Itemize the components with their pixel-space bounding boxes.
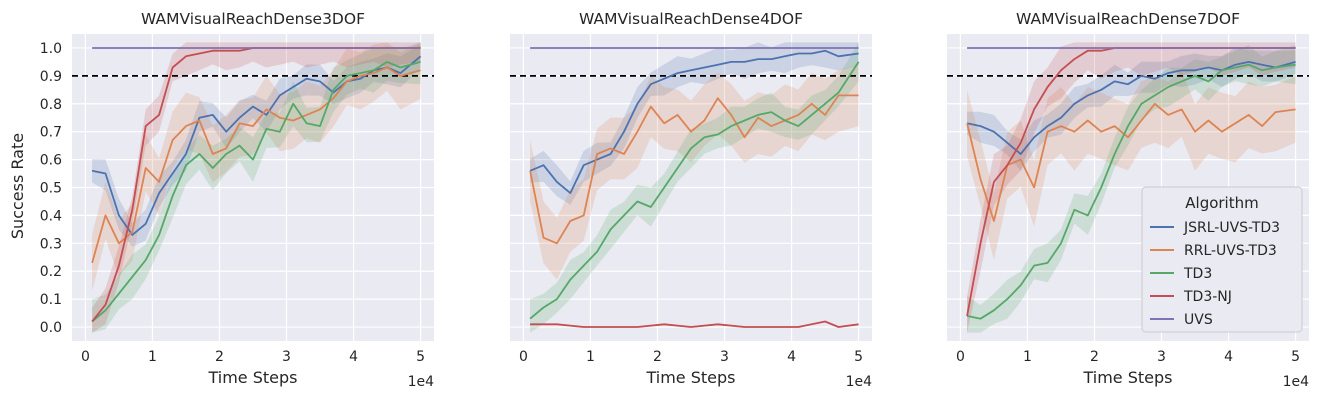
- x-axis-label: Time Steps: [1082, 368, 1172, 387]
- tick-labels: 0 1 2 3 4 5: [956, 349, 1300, 365]
- series-line-jsrl-uvs-td3: [91, 55, 422, 236]
- y-tick-label: 0.2: [40, 264, 62, 280]
- x-tick-label: 0: [956, 349, 965, 365]
- legend-entry-td3-nj: TD3-NJ: [1183, 289, 1232, 305]
- x-tick-label: 1: [1023, 349, 1032, 365]
- legend-entry-rrl-uvs-td3: RRL-UVS-TD3: [1184, 243, 1277, 259]
- series-line-td3: [529, 61, 860, 320]
- series-line-jsrl-uvs-td3: [966, 61, 1296, 155]
- series-lines: [510, 47, 872, 328]
- x-scale-label: 1e4: [408, 374, 435, 390]
- x-tick-label: 2: [215, 349, 224, 365]
- y-axis-label: Success Rate: [8, 133, 27, 239]
- y-tick-label: 1.0: [40, 41, 62, 57]
- band-td3-nj: [967, 42, 1296, 333]
- x-axis-label: Time Steps: [645, 368, 735, 387]
- series-lines: [72, 47, 434, 323]
- y-tick-label: 0.0: [40, 320, 62, 336]
- x-tick-label: 5: [854, 349, 863, 365]
- legend-entry-jsrl-uvs-td3: JSRL-UVS-TD3: [1183, 220, 1280, 236]
- chart-panel-7dof: 0 1 2 3 4 5 WAMVisualReachDense7DOF Time Step…: [947, 10, 1309, 390]
- chart-panel-4dof: 0 1 2 3 4 5 WAMVisualReachDense4DOF Time Step…: [510, 10, 872, 390]
- x-tick-label: 3: [1157, 349, 1166, 365]
- series-line-td3-nj: [530, 320, 859, 328]
- band-rrl-uvs-td3: [92, 42, 421, 292]
- series-line-td3: [966, 63, 1296, 320]
- band-rrl-uvs-td3: [967, 70, 1296, 261]
- x-tick-label: 4: [1224, 349, 1233, 365]
- x-tick-label: 4: [349, 349, 358, 365]
- series-line-rrl-uvs-td3: [529, 94, 859, 245]
- x-tick-label: 2: [1090, 349, 1099, 365]
- y-tick-label: 0.8: [40, 97, 62, 113]
- x-tick-label: 3: [720, 349, 729, 365]
- legend: Algorithm JSRL-UVS-TD3 RRL-UVS-TD3 TD3 TD3-N…: [1141, 186, 1303, 333]
- x-scale-label: 1e4: [1283, 374, 1310, 390]
- chart-title: WAMVisualReachDense7DOF: [1016, 10, 1240, 28]
- y-tick-label: 0.9: [40, 69, 62, 85]
- y-tick-label: 0.6: [40, 153, 62, 169]
- confidence-bands: [92, 42, 421, 333]
- band-jsrl-uvs-td3: [92, 44, 421, 247]
- x-tick-label: 3: [282, 349, 291, 365]
- band-td3: [92, 42, 421, 333]
- tick-labels: 0 1 2 3 4 5: [519, 349, 863, 365]
- x-scale-label: 1e4: [846, 374, 873, 390]
- legend-entry-td3: TD3: [1183, 266, 1212, 282]
- y-tick-label: 0.4: [40, 208, 62, 224]
- chart-title: WAMVisualReachDense4DOF: [579, 10, 803, 28]
- x-tick-label: 0: [519, 349, 528, 365]
- series-line-rrl-uvs-td3: [966, 102, 1296, 222]
- x-tick-label: 2: [653, 349, 662, 365]
- series-lines: [947, 47, 1309, 320]
- tick-labels: 0 1 2 3 4 5 0.0 0.1 0.2 0.3 0.4 0.5 0.6 0.7 0.8 0.9 1.0: [40, 41, 425, 365]
- series-line-rrl-uvs-td3: [91, 66, 421, 264]
- legend-entry-uvs: UVS: [1184, 312, 1213, 328]
- series-line-jsrl-uvs-td3: [529, 49, 859, 195]
- x-tick-label: 5: [416, 349, 425, 365]
- legend-box: [1141, 186, 1303, 333]
- series-line-td3: [91, 61, 421, 323]
- y-tick-label: 0.7: [40, 125, 62, 141]
- band-jsrl-uvs-td3: [967, 48, 1296, 171]
- x-tick-label: 5: [1291, 349, 1300, 365]
- legend-title: Algorithm: [1185, 194, 1258, 212]
- x-tick-label: 0: [81, 349, 90, 365]
- chart-title: WAMVisualReachDense3DOF: [141, 10, 365, 28]
- y-tick-label: 0.1: [40, 292, 62, 308]
- chart-panel-3dof: 0 1 2 3 4 50.00.10.20.30.40.50.60.70.80.91.0 …: [40, 10, 434, 390]
- band-rrl-uvs-td3: [530, 64, 859, 280]
- x-tick-label: 1: [148, 349, 157, 365]
- x-tick-label: 1: [586, 349, 595, 365]
- y-tick-label: 0.5: [40, 181, 62, 197]
- x-tick-label: 4: [787, 349, 796, 365]
- x-axis-label: Time Steps: [207, 368, 297, 387]
- y-tick-label: 0.3: [40, 236, 62, 252]
- band-jsrl-uvs-td3: [530, 42, 859, 205]
